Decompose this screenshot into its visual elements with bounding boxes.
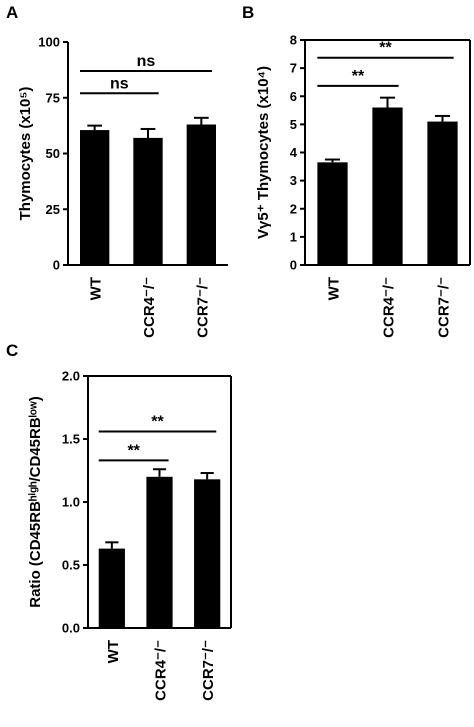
x-tick-label: CCR7⁻/⁻ [194, 277, 211, 338]
significance-label: ** [352, 68, 365, 85]
x-tick-label: WT [326, 277, 343, 300]
y-axis-label: Ratio (CD45RBʰⁱᵍʰ/CD45RBˡᵒʷ) [27, 396, 44, 608]
significance-label: ** [379, 40, 392, 57]
y-tick-label: 25 [46, 202, 60, 217]
bar [372, 107, 403, 265]
bar [146, 476, 173, 628]
y-tick-label: 2 [290, 201, 297, 216]
y-tick-label: 1.5 [62, 432, 80, 447]
bar [186, 124, 216, 265]
panel-letter: B [242, 3, 254, 22]
y-tick-label: 4 [290, 145, 298, 160]
significance-label: ns [137, 53, 156, 70]
x-tick-label: CCR4⁻/⁻ [153, 640, 170, 701]
x-tick-label: CCR7⁻/⁻ [436, 277, 453, 338]
bar [98, 548, 125, 628]
y-tick-label: 0 [53, 258, 60, 273]
x-tick-label: WT [105, 640, 122, 663]
panel-letter: A [6, 3, 18, 22]
significance-label: ** [151, 413, 164, 430]
panel-letter: C [6, 341, 18, 360]
x-tick-label: WT [88, 277, 105, 300]
x-tick-label: CCR4⁻/⁻ [381, 277, 398, 338]
bar [133, 137, 163, 265]
bar [80, 130, 110, 265]
y-tick-label: 1.0 [62, 495, 80, 510]
y-tick-label: 7 [290, 61, 297, 76]
y-tick-label: 1 [290, 229, 297, 244]
y-tick-label: 5 [290, 117, 297, 132]
x-tick-label: CCR7⁻/⁻ [200, 640, 217, 701]
y-axis-label: Vγ5⁺ Thymocytes (x10⁴) [255, 66, 272, 239]
y-tick-label: 2.0 [62, 369, 80, 384]
significance-label: ns [110, 75, 129, 92]
significance-label: ** [127, 442, 140, 459]
y-tick-label: 6 [290, 89, 297, 104]
bar [427, 121, 458, 265]
bar [317, 162, 348, 265]
y-tick-label: 100 [38, 35, 60, 50]
bar [194, 479, 221, 628]
y-tick-label: 75 [46, 90, 60, 105]
y-axis-label: Thymocytes (x10⁵) [17, 87, 34, 221]
y-tick-label: 0 [290, 258, 297, 273]
y-tick-label: 0.0 [62, 621, 80, 636]
x-tick-label: CCR4⁻/⁻ [141, 277, 158, 338]
y-tick-label: 0.5 [62, 558, 80, 573]
y-tick-label: 8 [290, 33, 297, 48]
y-tick-label: 50 [46, 146, 60, 161]
y-tick-label: 3 [290, 173, 297, 188]
